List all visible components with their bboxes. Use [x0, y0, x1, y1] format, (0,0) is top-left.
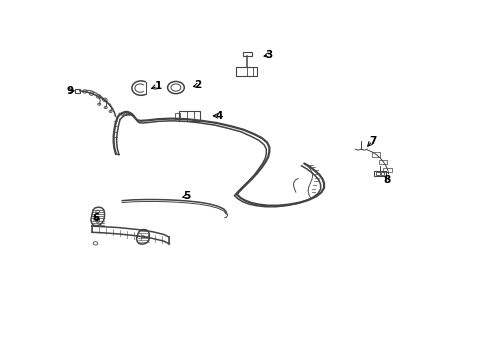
Bar	[379, 159, 387, 164]
Text: 6: 6	[93, 213, 100, 224]
Bar	[243, 52, 252, 56]
Bar	[376, 172, 380, 175]
Bar	[381, 172, 384, 175]
Bar	[372, 152, 380, 157]
Text: 8: 8	[384, 175, 391, 185]
Bar	[383, 168, 392, 172]
Bar	[74, 89, 80, 93]
Bar	[179, 111, 200, 121]
Text: 5: 5	[183, 191, 190, 201]
Text: 7: 7	[369, 136, 376, 146]
Bar	[374, 171, 386, 176]
Text: 4: 4	[215, 111, 222, 121]
Text: 2: 2	[195, 80, 201, 90]
Bar	[175, 113, 180, 119]
Text: 9: 9	[66, 86, 73, 96]
Text: 1: 1	[154, 81, 162, 91]
Text: 3: 3	[266, 50, 273, 60]
Bar	[236, 67, 257, 76]
